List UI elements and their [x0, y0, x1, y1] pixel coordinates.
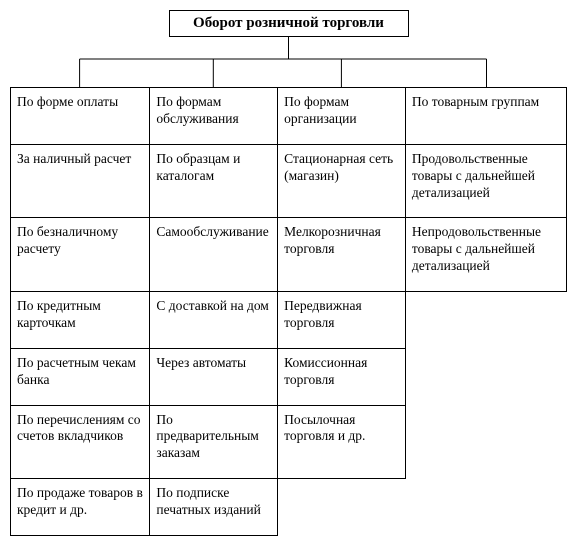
empty-cell: [405, 292, 566, 536]
cell: Продовольственные товары с дальнейшей де…: [405, 144, 566, 218]
cell: По подписке печатных изданий: [150, 479, 278, 536]
cell: По образцам и каталогам: [150, 144, 278, 218]
col-header: По формам обслуживания: [150, 88, 278, 144]
col-header: По форме оплаты: [11, 88, 150, 144]
cell: С доставкой на дом: [150, 292, 278, 349]
table-row: По кредитным карточкам С доставкой на до…: [11, 292, 567, 349]
cell: За наличный расчет: [11, 144, 150, 218]
cell: Самообслуживание: [150, 218, 278, 292]
table-row: За наличный расчет По образцам и каталог…: [11, 144, 567, 218]
retail-turnover-diagram: Оборот розничной торговли По форме оплат…: [10, 10, 567, 536]
classification-table: По форме оплаты По формам обслуживания П…: [10, 87, 567, 536]
col-header: По формам организации: [278, 88, 406, 144]
cell: По расчетным чекам банка: [11, 348, 150, 405]
cell: По перечислениям со счетов вкладчиков: [11, 405, 150, 479]
table-row: По форме оплаты По формам обслуживания П…: [11, 88, 567, 144]
diagram-title: Оборот розничной торговли: [169, 10, 409, 37]
cell: Непродовольственные товары с дальнейшей …: [405, 218, 566, 292]
cell: По безналичному расчету: [11, 218, 150, 292]
cell: Комиссионная торговля: [278, 348, 406, 405]
connector: [10, 37, 567, 87]
table-row: По безналичному расчету Самообслуживание…: [11, 218, 567, 292]
cell: По предварительным заказам: [150, 405, 278, 479]
empty-cell: [278, 479, 406, 536]
cell: По продаже товаров в кредит и др.: [11, 479, 150, 536]
cell: Через автоматы: [150, 348, 278, 405]
cell: Передвижная торговля: [278, 292, 406, 349]
cell: Мелкорозничная торговля: [278, 218, 406, 292]
col-header: По товарным группам: [405, 88, 566, 144]
cell: Посылочная торговля и др.: [278, 405, 406, 479]
cell: Стационарная сеть (магазин): [278, 144, 406, 218]
cell: По кредитным карточкам: [11, 292, 150, 349]
